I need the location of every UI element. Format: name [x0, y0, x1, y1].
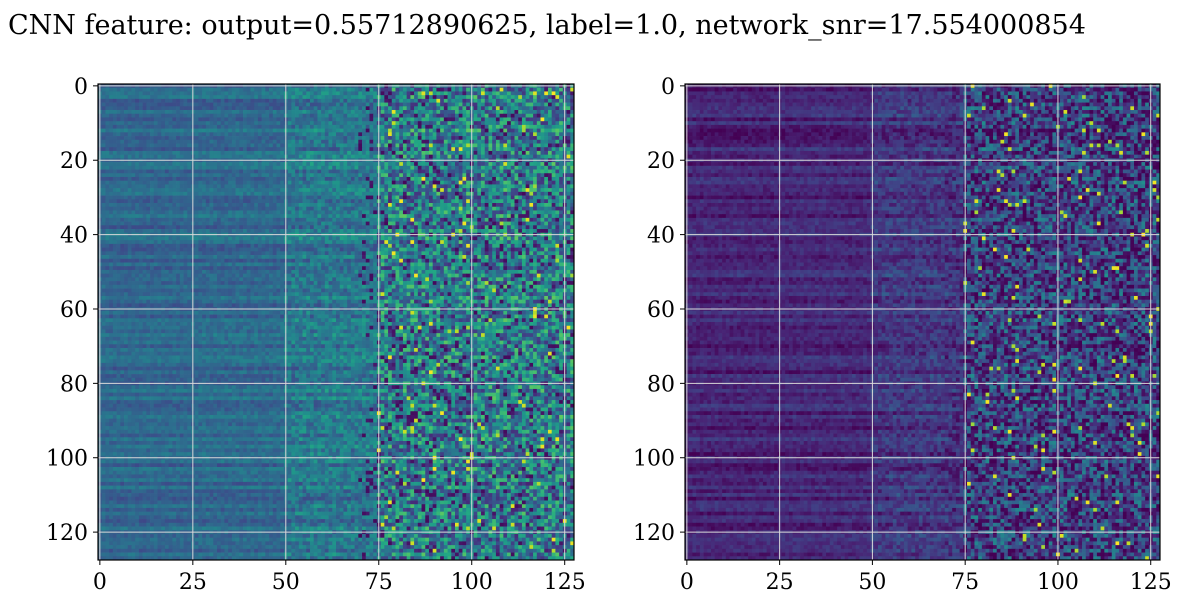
x-tick-label: 0 — [680, 570, 694, 595]
x-tick-label: 75 — [365, 570, 393, 595]
x-tick-label: 25 — [179, 570, 207, 595]
x-tick-label: 100 — [451, 570, 493, 595]
heatmap-image — [98, 84, 574, 560]
y-tick-label: 40 — [647, 224, 675, 249]
x-tick-label: 0 — [93, 570, 107, 595]
y-tick-label: 100 — [46, 447, 88, 472]
heatmap-panel-right: 0 25 50 75 100 125 0 20 40 60 80 100 120 — [633, 75, 1172, 595]
x-tick-label: 50 — [272, 570, 300, 595]
y-tick-label: 60 — [647, 298, 675, 323]
y-tick-label: 20 — [647, 149, 675, 174]
x-tick-label: 125 — [1130, 570, 1172, 595]
y-tick-label: 120 — [633, 521, 675, 546]
x-tick-label: 50 — [858, 570, 886, 595]
heatmap-panel-left: 0 25 50 75 100 125 0 20 40 60 80 100 120 — [46, 75, 586, 595]
y-tick-label: 20 — [60, 149, 88, 174]
x-tick-label: 100 — [1037, 570, 1079, 595]
heatmap-image — [685, 84, 1160, 560]
y-tick-label: 0 — [74, 75, 88, 100]
x-tick-label: 75 — [951, 570, 979, 595]
y-tick-label: 120 — [46, 521, 88, 546]
x-tick-label: 125 — [544, 570, 586, 595]
y-tick-label: 40 — [60, 224, 88, 249]
y-tick-label: 80 — [647, 372, 675, 397]
x-tick-label: 25 — [766, 570, 794, 595]
y-tick-label: 100 — [633, 447, 675, 472]
y-tick-label: 60 — [60, 298, 88, 323]
y-tick-label: 80 — [60, 372, 88, 397]
y-tick-label: 0 — [661, 75, 675, 100]
